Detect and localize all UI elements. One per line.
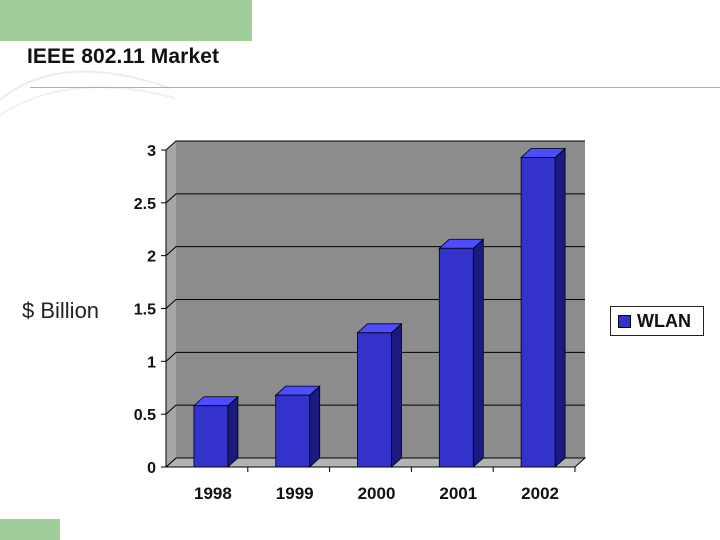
bar-side-2000 bbox=[391, 322, 402, 468]
x-tick-label: 2002 bbox=[521, 484, 559, 503]
y-tick-label: 0 bbox=[147, 460, 156, 477]
y-tick-label: 1.5 bbox=[134, 302, 156, 319]
y-tick-label: 2 bbox=[147, 249, 156, 266]
accent-bar-bottom bbox=[0, 519, 60, 540]
x-tick-label: 1998 bbox=[194, 484, 232, 503]
x-tick-label: 2001 bbox=[439, 484, 477, 503]
accent-bar-top bbox=[0, 0, 252, 41]
x-tick-label: 1999 bbox=[276, 484, 314, 503]
decorative-arc bbox=[0, 70, 176, 116]
bar-2002 bbox=[520, 156, 556, 468]
bar-side-1998 bbox=[227, 395, 239, 468]
title-underline bbox=[30, 87, 720, 88]
bar-1998 bbox=[193, 405, 229, 468]
y-tick-label: 1 bbox=[147, 354, 156, 371]
y-tick-label: 3 bbox=[147, 143, 156, 160]
bar-side-2001 bbox=[472, 238, 484, 468]
y-axis-label: $ Billion bbox=[22, 298, 100, 323]
legend-swatch-wlan bbox=[618, 314, 631, 328]
bar-2001 bbox=[438, 247, 474, 468]
gridline bbox=[165, 193, 585, 204]
legend-label-wlan: WLAN bbox=[637, 310, 691, 331]
bar-side-1999 bbox=[309, 385, 321, 468]
bar-2000 bbox=[357, 332, 392, 468]
y-tick-label: 0.5 bbox=[134, 407, 156, 424]
chart-legend: WLAN bbox=[610, 306, 704, 336]
y-tick-label: 2.5 bbox=[134, 196, 156, 213]
slide-title: IEEE 802.11 Market bbox=[27, 45, 220, 68]
x-tick-label: 2000 bbox=[358, 484, 396, 503]
bar-side-2002 bbox=[554, 147, 566, 468]
bar-1999 bbox=[275, 394, 311, 468]
gridline bbox=[165, 140, 585, 151]
